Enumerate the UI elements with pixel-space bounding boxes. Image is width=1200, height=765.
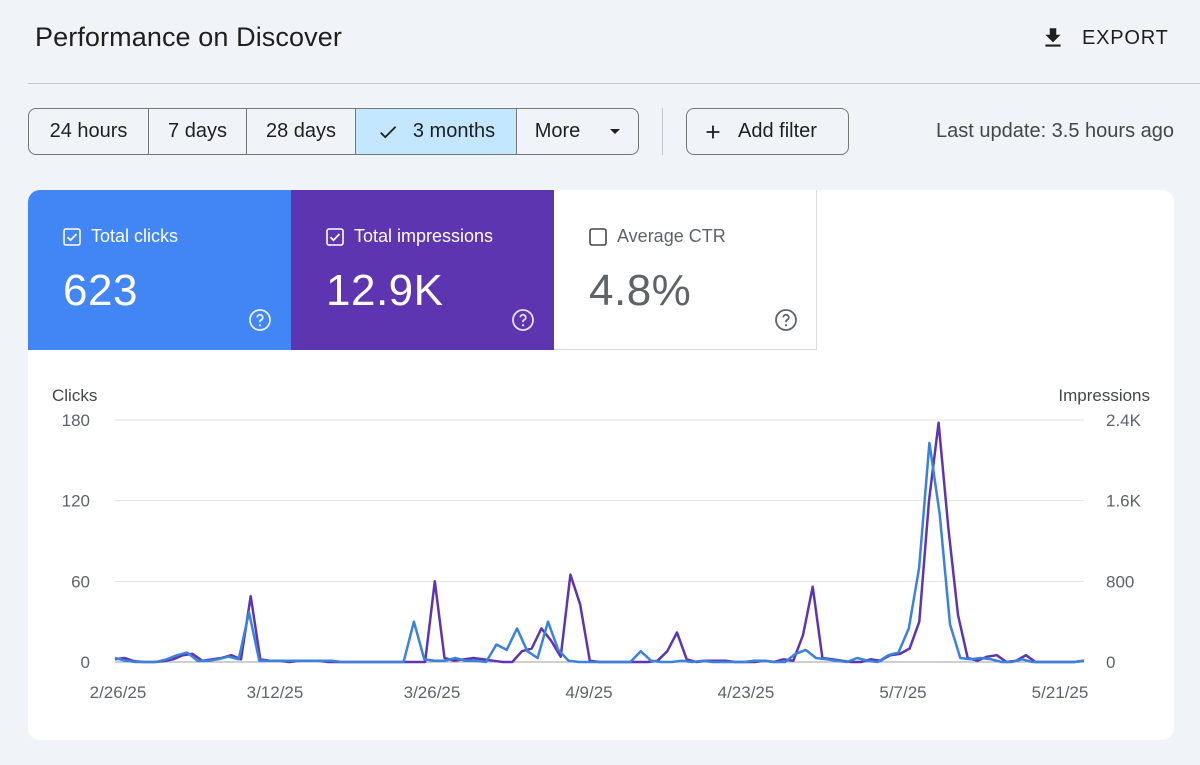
metric-average-ctr[interactable]: Average CTR 4.8% [554,190,817,350]
checkbox-icon[interactable] [589,228,607,246]
check-icon [379,125,397,138]
last-update-text: Last update: 3.5 hours ago [936,120,1174,142]
range-24-hours[interactable]: 24 hours [29,109,149,154]
y2-tick-label: 2.4K [1106,411,1142,430]
x-tick-label: 5/7/25 [879,683,926,702]
range-label: 7 days [168,120,227,142]
help-circle-icon[interactable] [511,308,535,332]
help-circle-icon[interactable] [248,308,272,332]
metric-total-clicks[interactable]: Total clicks 623 [28,190,291,350]
clicks-series-line [114,441,1085,664]
page-title: Performance on Discover [35,22,342,52]
checkbox-icon[interactable] [326,228,344,246]
page-header: Performance on Discover EXPORT [0,0,1200,84]
checkbox-icon[interactable] [63,228,81,246]
y-tick-label: 0 [81,653,90,672]
metric-label: Total impressions [354,226,494,246]
range-label: 24 hours [49,120,128,142]
y-axis-title: Clicks [52,386,97,405]
metric-value: 12.9K [326,266,444,315]
download-icon [1045,28,1061,47]
performance-card: Total clicks 623 Total impressions 12.9K… [28,190,1174,740]
y-tick-label: 60 [71,572,90,591]
date-range-selector: 24 hours 7 days 28 days 3 months More [28,108,639,155]
x-tick-label: 5/21/25 [1032,683,1089,702]
x-tick-label: 3/26/25 [404,683,461,702]
metric-label: Average CTR [617,226,726,246]
export-button[interactable]: EXPORT [1040,22,1169,54]
metric-total-impressions[interactable]: Total impressions 12.9K [291,190,554,350]
add-filter-button[interactable]: Add filter [686,108,849,155]
range-7-days[interactable]: 7 days [149,109,247,154]
export-label: EXPORT [1082,26,1169,49]
impressions-series-line [114,421,1085,664]
metric-label: Total clicks [91,226,179,246]
y2-axis-title: Impressions [1058,386,1150,405]
help-circle-icon[interactable] [774,308,798,332]
plus-icon [706,125,720,138]
range-label: More [534,120,581,142]
x-tick-label: 4/9/25 [565,683,612,702]
y2-tick-label: 0 [1106,653,1115,672]
range-label: 28 days [265,120,337,142]
y2-tick-label: 1.6K [1106,492,1142,511]
toolbar-divider [662,108,663,155]
range-28-days[interactable]: 28 days [247,109,356,154]
x-tick-label: 2/26/25 [90,683,147,702]
y-tick-label: 180 [62,411,90,430]
range-label: 3 months [412,120,496,142]
range-more-dropdown[interactable]: More [517,109,638,154]
range-3-months[interactable]: 3 months [356,109,517,154]
metric-value: 623 [63,266,138,315]
header-divider [28,83,1200,84]
y-tick-label: 120 [62,492,90,511]
add-filter-label: Add filter [738,120,817,142]
metric-value: 4.8% [589,266,692,315]
y2-tick-label: 800 [1106,572,1134,591]
x-tick-label: 3/12/25 [247,683,304,702]
caret-down-icon [610,129,621,134]
x-tick-label: 4/23/25 [718,683,775,702]
